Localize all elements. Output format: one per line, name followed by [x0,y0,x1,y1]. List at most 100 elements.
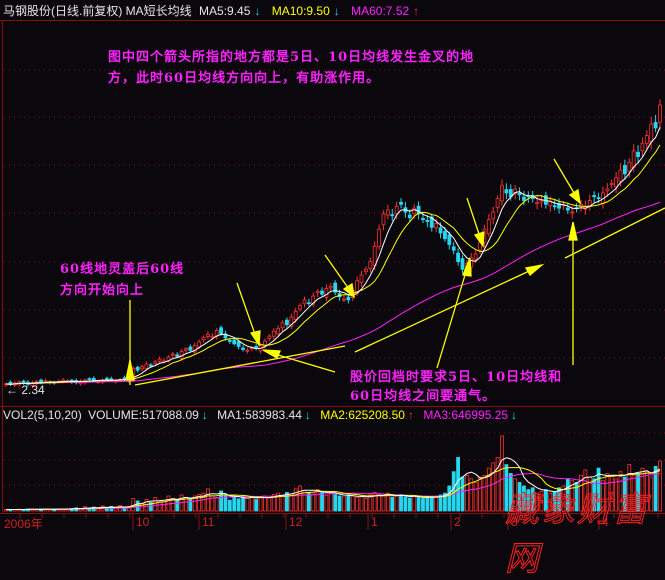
candle-up [368,261,373,269]
vol-ma3-label: MA3:646995.25 [423,408,509,422]
volume-label: VOLUME:517088.09 [88,408,199,422]
candle-down [333,282,338,293]
candle-up [412,207,417,215]
volume-bar-up [364,498,368,512]
chart-title: 马钢股份(日线.前复权) MA短长均线 [3,4,192,18]
candle-down [306,302,311,305]
ma60-line [5,201,661,385]
candle-up [631,150,636,169]
candle-up [271,330,276,337]
volume-bar-up [649,476,654,512]
volume-bar-down [447,485,452,512]
volume-bar-down [460,476,465,512]
volume-bar-up [311,493,316,512]
candle-up [144,363,149,369]
candle-up [170,353,175,356]
annotation-arrows [125,158,665,386]
volume-bar-up [144,499,149,512]
ma60-value: MA60:7.52 ↑ [351,4,423,18]
volume-bar-up [249,496,254,512]
candle-up [609,182,614,186]
volume-bar-down [456,457,460,512]
volume-bar-down [390,497,395,512]
candle-down [592,195,597,198]
volume-bar-up [267,497,272,512]
volume-bar-up [601,480,605,512]
volume-bar-down [219,490,223,512]
volume-bar-up [631,474,636,512]
annotation-line: 方向开始向上 [60,283,145,298]
candle-up [381,213,386,226]
date-tick: 3 [511,515,518,529]
volume-bar-up [342,496,346,512]
volume-bar-down [543,489,548,512]
candle-down [622,165,627,175]
volume-bar-down [530,487,535,512]
volume-bar-up [162,501,166,512]
candle-down [219,327,223,334]
volume-bar-down [596,467,601,512]
candle-up [500,184,504,202]
candle-up [644,135,649,144]
candle-up [614,177,619,188]
candle-up [157,358,162,362]
candle-down [285,319,289,326]
volume-bar-up [412,495,417,512]
volume-bar-down [438,494,443,512]
date-tick: 2 [454,515,461,529]
volume-bar-up [289,493,294,512]
volume-bar-up [201,492,206,512]
candle-up [605,188,610,192]
volume-bar-up [350,495,355,512]
volume-bar-up [153,497,158,512]
candle-up [206,333,210,337]
volume-bar-up [359,496,364,512]
volume-bar-down [337,495,342,512]
candle-down [399,201,403,205]
candle-down [188,346,193,351]
volume-bar-up [473,482,478,512]
candle-down [596,197,601,200]
volume-bar-down [517,482,522,512]
candle-up [640,142,645,152]
volume-ma1-line [5,457,661,511]
volume-bar-up [206,488,210,512]
volume-bar-down [622,476,627,512]
date-tick: 1 [371,515,378,529]
candle-down [451,246,456,251]
volume-bar-up [214,497,219,512]
candle-down [39,379,44,383]
candle-down [460,258,465,270]
volume-bar-up [298,485,302,512]
volume-bar-down [241,495,245,512]
candle-down [425,219,430,222]
candle-up [267,335,272,340]
chart-header: 马钢股份(日线.前复权) MA短长均线 MA5:9.45 ↓ MA10:9.50 ↓… [3,2,427,19]
candle-down [438,227,443,234]
candlesticks [4,99,662,387]
volume-bar-up [377,494,381,512]
volume-bar-down [407,497,412,512]
arrowhead-3 [473,231,485,248]
volume-bar-down [236,498,241,512]
volume-bar-down [254,499,259,512]
volume-bar-up [368,494,373,512]
annotation-line: 60日均线之间要通气。 [350,389,497,404]
ma5-value: MA5:9.45 ↓ [199,4,264,18]
vol-ma1-label: MA1:583983.44 [217,408,302,422]
arrow-2 [324,254,352,293]
arrow-1 [236,282,258,341]
candle-up [280,322,285,329]
candle-up [359,274,364,283]
volume-bar-down [429,497,434,512]
volume-bar-up [372,492,377,512]
ma10-value: MA10:9.50 ↓ [272,4,344,18]
candle-down [447,234,452,245]
volume-bar-up [355,497,360,512]
volume-bar-up [570,480,575,512]
trendline-2 [354,265,541,353]
volume-bar-down [557,487,561,512]
date-tick: 4 [602,515,609,529]
annotation-golden-cross: 图中四个箭头所指的地方都是5日、10日均线发生金叉的地方，此时60日均线方向向上… [108,50,475,86]
trendline-3 [564,207,665,259]
